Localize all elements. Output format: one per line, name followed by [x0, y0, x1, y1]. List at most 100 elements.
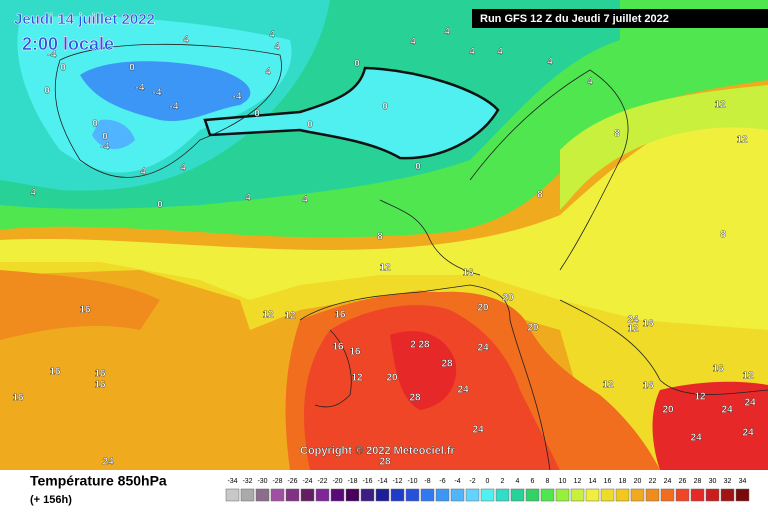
contour-label: 20: [662, 405, 674, 416]
scale-swatch: [660, 488, 675, 502]
scale-swatch: [405, 488, 420, 502]
contour-label: -4: [153, 88, 162, 99]
contour-label: -4: [170, 102, 179, 113]
contour-label: 28: [418, 340, 430, 351]
contour-label: 24: [744, 398, 756, 409]
copyright: Copyright © 2022 Meteociel.fr: [300, 445, 456, 457]
contour-label: 8: [614, 129, 620, 140]
scale-swatch: [360, 488, 375, 502]
scale-swatch: [720, 488, 735, 502]
field-lightgreen: [560, 85, 768, 210]
contour-label: 12: [351, 373, 363, 384]
field-blue-light: [92, 119, 135, 150]
field-red-east: [652, 381, 768, 470]
coastlines: [54, 43, 768, 471]
scale-label: -2: [469, 478, 475, 485]
contour-label: 0: [254, 109, 260, 120]
contour-label: 4: [183, 35, 189, 46]
contour-label: 4: [410, 37, 416, 48]
contour-label: 16: [712, 364, 724, 375]
scale-swatch: [690, 488, 705, 502]
scale-label: 2: [501, 478, 505, 485]
lead-time: (+ 156h): [30, 494, 72, 506]
contour-label: 8: [537, 190, 543, 201]
contour-label: 0: [102, 132, 108, 143]
contour-label: 24: [472, 425, 484, 436]
scale-swatch: [465, 488, 480, 502]
coastline: [379, 199, 481, 276]
scale-swatch: [630, 488, 645, 502]
contour-label: 16: [642, 381, 654, 392]
scale-swatch: [480, 488, 495, 502]
scale-label: -28: [272, 478, 282, 485]
coastline: [469, 69, 629, 271]
valid-date: Jeudi 14 juillet 2022: [14, 11, 155, 28]
contour-label: 4: [274, 42, 280, 53]
contour-label: 16: [332, 342, 344, 353]
contour-label: 24: [457, 385, 469, 396]
field-orange-west: [0, 270, 160, 340]
scale-swatch: [495, 488, 510, 502]
contour-label: 4: [245, 193, 251, 204]
contour-label: 20: [527, 323, 539, 334]
field-red-dark: [390, 331, 457, 410]
contour-label: 4: [547, 57, 553, 68]
scale-label: -20: [332, 478, 342, 485]
contour-label: 24: [102, 457, 114, 468]
scale-label: -4: [454, 478, 460, 485]
contour-label: 4: [269, 30, 275, 41]
contour-label: 4: [265, 67, 271, 78]
scale-swatch: [675, 488, 690, 502]
scale-swatch: [270, 488, 285, 502]
contour-label: 12: [379, 263, 391, 274]
field-blue: [80, 61, 251, 122]
contour-label: 0: [382, 102, 388, 113]
scale-label: -34: [227, 478, 237, 485]
scale-label: 22: [649, 478, 657, 485]
scale-swatch: [435, 488, 450, 502]
scale-label: 20: [634, 478, 642, 485]
contour-label: -4: [48, 50, 57, 61]
contour-label: 0: [415, 162, 421, 173]
contour-label: 0: [307, 120, 313, 131]
contour-label: 16: [642, 319, 654, 330]
scale-swatch: [645, 488, 660, 502]
scale-label: -6: [439, 478, 445, 485]
contour-label: 28: [441, 359, 453, 370]
contour-label: 0: [157, 200, 163, 211]
contour-label: 2: [410, 340, 416, 351]
contour-label: 24: [742, 428, 754, 439]
contour-label: 12: [602, 380, 614, 391]
contour-label: 28: [409, 393, 421, 404]
scale-swatch: [255, 488, 270, 502]
scale-swatch: [390, 488, 405, 502]
contour-label: 16: [94, 380, 106, 391]
scale-label: 8: [546, 478, 550, 485]
scale-swatch: [600, 488, 615, 502]
scale-swatch: [450, 488, 465, 502]
contour-label: 12: [284, 311, 296, 322]
contour-label: 20: [502, 293, 514, 304]
contour-label: 12: [627, 324, 639, 335]
contour-label: 16: [349, 347, 361, 358]
contour-label: 4: [469, 47, 475, 58]
scale-swatch: [510, 488, 525, 502]
valid-time: 2:00 locale: [22, 34, 114, 54]
contour-label: 12: [262, 310, 274, 321]
contour-label: 0: [129, 63, 135, 74]
scale-label: 6: [531, 478, 535, 485]
scale-label: 26: [679, 478, 687, 485]
scale-label: -12: [392, 478, 402, 485]
scale-label: 30: [709, 478, 717, 485]
scale-label: -22: [317, 478, 327, 485]
contour-label: 16: [94, 369, 106, 380]
contour-label: 8: [720, 230, 726, 241]
contour-label: 24: [627, 315, 639, 326]
run-box: [472, 9, 768, 28]
scale-label: -14: [377, 478, 387, 485]
scale-label: -26: [287, 478, 297, 485]
scale-label: 12: [574, 478, 582, 485]
scale-swatch: [555, 488, 570, 502]
contour-label: 12: [714, 100, 726, 111]
